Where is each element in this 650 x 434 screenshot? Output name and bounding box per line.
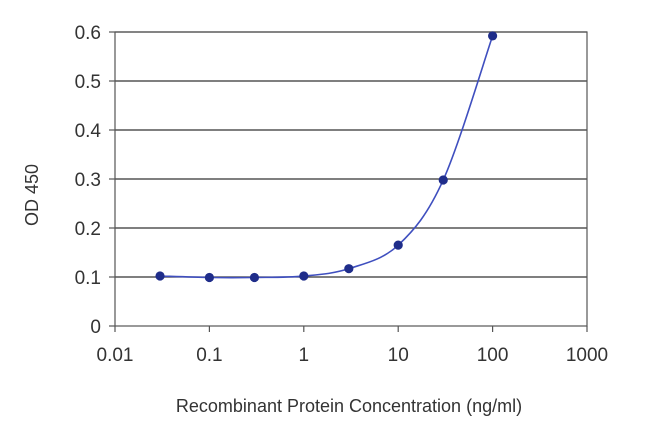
- x-tick-label: 100: [477, 345, 509, 366]
- gridlines: [115, 31, 587, 278]
- data-point: [393, 240, 403, 250]
- x-axis-ticks: 0.01 0.1 1 10 100 1000: [97, 326, 608, 366]
- data-point: [344, 264, 354, 274]
- series-layer: [155, 31, 498, 283]
- y-tick-label: 0: [90, 317, 101, 338]
- y-tick-label: 0.4: [75, 121, 102, 142]
- y-axis-title: OD 450: [22, 164, 42, 226]
- data-point: [299, 271, 309, 281]
- y-tick-label: 0.5: [75, 72, 101, 93]
- x-tick-label: 1000: [566, 345, 608, 366]
- x-axis-title: Recombinant Protein Concentration (ng/ml…: [176, 396, 522, 416]
- y-tick-label: 0.6: [75, 23, 101, 44]
- data-point: [155, 271, 165, 281]
- series-line: [160, 35, 494, 279]
- data-point: [204, 272, 214, 283]
- data-point: [438, 175, 448, 185]
- x-tick-label: 0.1: [196, 345, 222, 366]
- y-tick-label: 0.1: [75, 268, 101, 289]
- y-tick-label: 0.3: [75, 170, 101, 191]
- data-point: [249, 272, 260, 283]
- y-axis-ticks: 0 0.1 0.2 0.3 0.4 0.5 0.6: [75, 23, 115, 338]
- data-point: [488, 31, 498, 41]
- x-tick-label: 1: [299, 345, 310, 366]
- y-tick-label: 0.2: [75, 219, 101, 240]
- x-tick-label: 10: [388, 345, 409, 366]
- x-tick-label: 0.01: [97, 345, 134, 366]
